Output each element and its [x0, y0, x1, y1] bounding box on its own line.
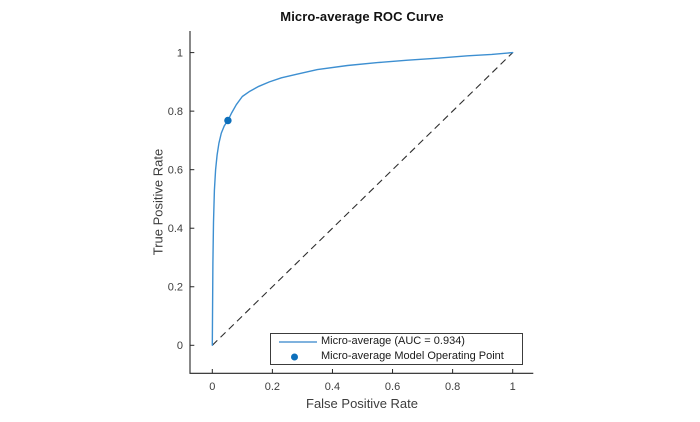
x-tick-label: 0.4 — [325, 381, 340, 393]
legend-dot-sample-icon — [271, 349, 321, 364]
y-axis-tick-labels: 0 0.2 0.4 0.6 0.8 1 — [168, 47, 183, 352]
roc-curve-line — [211, 51, 514, 346]
y-tick-label: 0.4 — [168, 223, 183, 235]
y-axis-ticks — [190, 52, 195, 346]
x-tick-label: 0.8 — [445, 381, 460, 393]
x-axis-tick-labels: 0 0.2 0.4 0.6 0.8 1 — [209, 381, 516, 393]
y-tick-label: 0.8 — [168, 106, 183, 118]
legend-entry-micro-average: Micro-average (AUC = 0.934) — [271, 334, 522, 349]
legend-box: Micro-average (AUC = 0.934) Micro-averag… — [270, 333, 523, 365]
y-tick-label: 1 — [177, 47, 183, 59]
chart-title: Micro-average ROC Curve — [280, 9, 444, 24]
y-axis-label: True Positive Rate — [150, 148, 166, 256]
x-tick-label: 0.2 — [265, 381, 280, 393]
chance-diagonal-line — [211, 52, 514, 346]
x-tick-label: 0.6 — [385, 381, 400, 393]
operating-point-marker — [224, 116, 232, 125]
legend-label: Micro-average Model Operating Point — [321, 350, 504, 362]
y-tick-label: 0 — [177, 340, 183, 352]
x-tick-label: 0 — [209, 381, 215, 393]
y-tick-label: 0.6 — [168, 164, 183, 176]
x-tick-label: 1 — [510, 381, 516, 393]
x-axis-ticks — [211, 369, 514, 374]
y-tick-label: 0.2 — [168, 282, 183, 294]
legend-label: Micro-average (AUC = 0.934) — [321, 335, 465, 347]
legend-entry-operating-point: Micro-average Model Operating Point — [271, 349, 522, 364]
x-axis-label: False Positive Rate — [306, 396, 418, 411]
axis-lines — [189, 31, 534, 374]
legend-line-sample-icon — [271, 334, 321, 349]
